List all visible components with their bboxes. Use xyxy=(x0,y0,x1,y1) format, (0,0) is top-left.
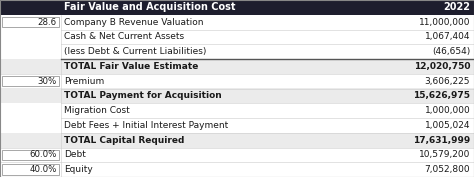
Text: 2022: 2022 xyxy=(443,2,470,12)
Bar xyxy=(2,17,59,27)
Bar xyxy=(0,15,474,30)
Bar xyxy=(0,59,61,74)
Bar xyxy=(0,133,61,147)
Text: 40.0%: 40.0% xyxy=(29,165,57,174)
Text: (less Debt & Current Liabilities): (less Debt & Current Liabilities) xyxy=(64,47,206,56)
Bar xyxy=(0,88,61,103)
Text: 3,606,225: 3,606,225 xyxy=(425,77,470,86)
Text: 1,000,000: 1,000,000 xyxy=(424,106,470,115)
Bar xyxy=(0,103,474,118)
Bar xyxy=(0,118,61,133)
Text: TOTAL Fair Value Estimate: TOTAL Fair Value Estimate xyxy=(64,62,198,71)
Text: 1,005,024: 1,005,024 xyxy=(425,121,470,130)
Text: Premium: Premium xyxy=(64,77,104,86)
Text: 12,020,750: 12,020,750 xyxy=(414,62,470,71)
Bar xyxy=(2,164,59,175)
Text: TOTAL Payment for Acquisition: TOTAL Payment for Acquisition xyxy=(64,91,222,100)
Text: Debt Fees + Initial Interest Payment: Debt Fees + Initial Interest Payment xyxy=(64,121,228,130)
Bar xyxy=(0,30,61,44)
Bar xyxy=(0,44,61,59)
Bar xyxy=(0,44,474,59)
Text: Fair Value and Acquisition Cost: Fair Value and Acquisition Cost xyxy=(64,2,236,12)
Text: 7,052,800: 7,052,800 xyxy=(425,165,470,174)
Bar xyxy=(0,0,474,15)
Bar xyxy=(2,76,59,86)
Text: 30%: 30% xyxy=(37,77,57,86)
Text: 10,579,200: 10,579,200 xyxy=(419,150,470,159)
Text: Debt: Debt xyxy=(64,150,86,159)
Text: Equity: Equity xyxy=(64,165,93,174)
Bar xyxy=(0,30,474,44)
Bar xyxy=(0,147,474,162)
Text: 1,067,404: 1,067,404 xyxy=(425,32,470,41)
Text: 28.6: 28.6 xyxy=(38,18,57,27)
Bar xyxy=(0,59,474,74)
Text: 60.0%: 60.0% xyxy=(29,150,57,159)
Bar xyxy=(0,88,474,103)
Text: 11,000,000: 11,000,000 xyxy=(419,18,470,27)
Bar xyxy=(0,133,474,147)
Bar xyxy=(0,162,474,177)
Bar xyxy=(0,103,61,118)
Text: Migration Cost: Migration Cost xyxy=(64,106,130,115)
Bar xyxy=(0,74,474,88)
Bar xyxy=(0,118,474,133)
Text: Cash & Net Current Assets: Cash & Net Current Assets xyxy=(64,32,184,41)
Text: Company B Revenue Valuation: Company B Revenue Valuation xyxy=(64,18,203,27)
Text: TOTAL Capital Required: TOTAL Capital Required xyxy=(64,136,184,145)
Bar xyxy=(2,150,59,160)
Text: 17,631,999: 17,631,999 xyxy=(413,136,470,145)
Text: 15,626,975: 15,626,975 xyxy=(413,91,470,100)
Text: (46,654): (46,654) xyxy=(432,47,470,56)
